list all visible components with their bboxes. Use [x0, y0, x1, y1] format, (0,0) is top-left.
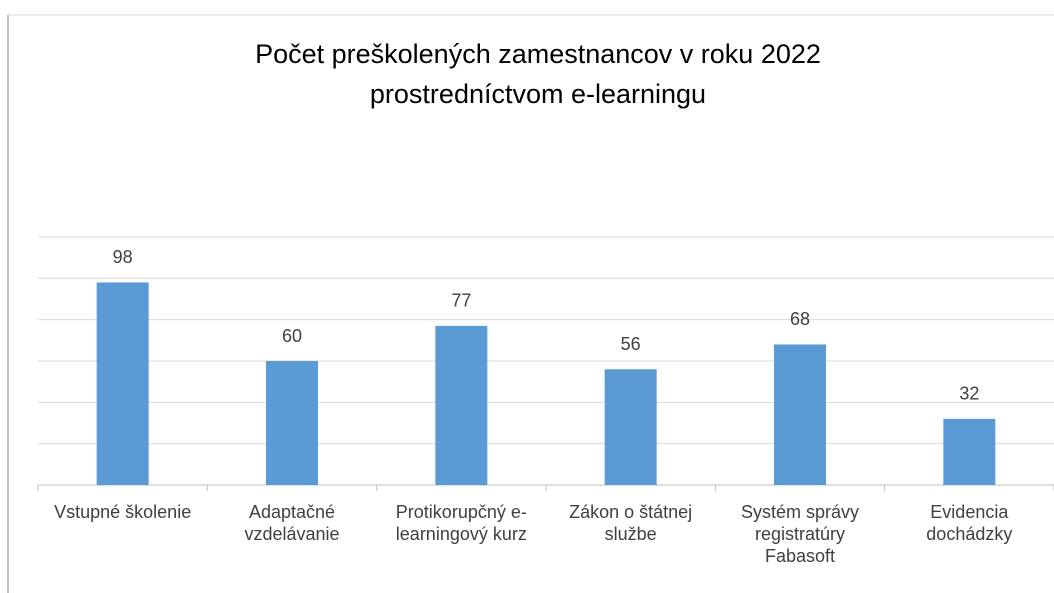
bar — [604, 369, 657, 485]
bar — [435, 325, 488, 485]
x-tick-label: Protikorupčný e-learningový kurz — [395, 502, 527, 544]
chart-title: Počet preškolených zamestnancov v roku 2… — [255, 39, 821, 109]
data-label: 56 — [621, 334, 641, 354]
x-tick-label: Systém správy registratúry Fabasoft — [740, 502, 860, 566]
x-tick-label: Adaptačné vzdelávanie — [244, 502, 340, 544]
bar — [943, 418, 996, 485]
bar — [96, 282, 149, 485]
data-label: 32 — [959, 384, 979, 404]
data-label: 60 — [282, 326, 302, 346]
bar — [266, 361, 318, 485]
data-label: 68 — [790, 309, 810, 329]
x-tick-label: Zákon o štátnej službe — [569, 502, 693, 544]
data-label: 77 — [451, 291, 471, 311]
x-tick-label: Evidencia dochádzky — [926, 502, 1013, 544]
bar — [774, 344, 826, 485]
data-label: 98 — [113, 247, 133, 267]
x-tick-label: Vstupné školenie — [54, 502, 192, 522]
